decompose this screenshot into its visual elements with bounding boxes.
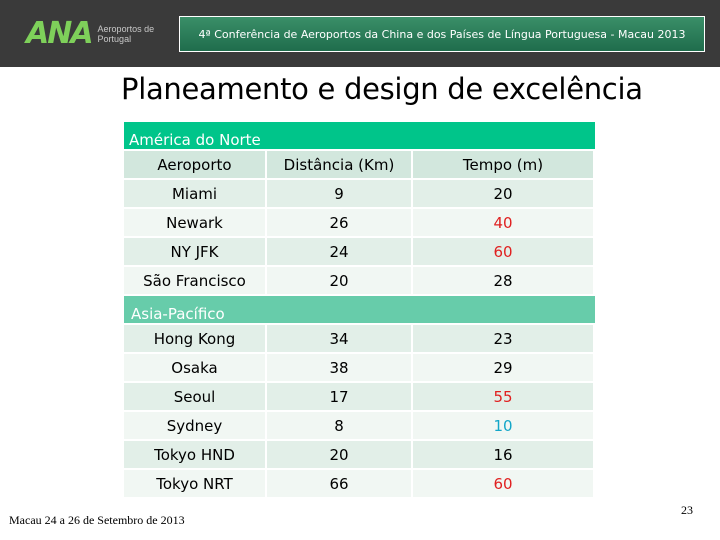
- conference-banner-text: 4ª Conferência de Aeroportos da China e …: [198, 27, 686, 41]
- time-cell: 16: [413, 441, 596, 470]
- slide-header: ANA Aeroportos de Portugal 4ª Conferênci…: [0, 0, 720, 67]
- time-cell: 23: [413, 325, 596, 354]
- section-header-asia-pacific: Asia-Pacífico: [124, 296, 596, 325]
- distance-cell: 8: [267, 412, 413, 441]
- distance-cell: 20: [267, 267, 413, 296]
- footer-date: Macau 24 a 26 de Setembro de 2013: [9, 513, 185, 527]
- distance-cell: 38: [267, 354, 413, 383]
- column-header-time: Tempo (m): [413, 151, 596, 180]
- time-cell: 55: [413, 383, 596, 412]
- page-title: Planeamento e design de excelência: [121, 72, 643, 106]
- time-cell: 60: [413, 470, 596, 499]
- section-label: Asia-Pacífico: [124, 296, 596, 325]
- time-cell: 10: [413, 412, 596, 441]
- distance-cell: 26: [267, 209, 413, 238]
- airport-cell: NY JFK: [124, 238, 267, 267]
- time-cell: 60: [413, 238, 596, 267]
- airport-cell: Tokyo NRT: [124, 470, 267, 499]
- airport-cell: Miami: [124, 180, 267, 209]
- airport-distance-table: América do Norte Aeroporto Distância (Km…: [124, 122, 596, 499]
- airport-cell: Hong Kong: [124, 325, 267, 354]
- column-header-row: Aeroporto Distância (Km) Tempo (m): [124, 151, 596, 180]
- airport-cell: São Francisco: [124, 267, 267, 296]
- airport-cell: Osaka: [124, 354, 267, 383]
- distance-cell: 17: [267, 383, 413, 412]
- distance-cell: 66: [267, 470, 413, 499]
- table-row: Tokyo NRT 66 60: [124, 470, 596, 499]
- logo-text: Aeroportos de Portugal: [97, 24, 155, 44]
- airport-cell: Tokyo HND: [124, 441, 267, 470]
- distance-cell: 24: [267, 238, 413, 267]
- time-cell: 29: [413, 354, 596, 383]
- time-cell: 40: [413, 209, 596, 238]
- table-row: São Francisco 20 28: [124, 267, 596, 296]
- table-row: NY JFK 24 60: [124, 238, 596, 267]
- table-row: Hong Kong 34 23: [124, 325, 596, 354]
- table-row: Tokyo HND 20 16: [124, 441, 596, 470]
- column-header-distance: Distância (Km): [267, 151, 413, 180]
- logo-mark: ANA: [26, 16, 94, 51]
- table-row: Miami 9 20: [124, 180, 596, 209]
- table-row: Newark 26 40: [124, 209, 596, 238]
- column-header-airport: Aeroporto: [124, 151, 267, 180]
- time-cell: 28: [413, 267, 596, 296]
- airport-cell: Newark: [124, 209, 267, 238]
- page-number: 23: [681, 503, 693, 517]
- table-row: Sydney 8 10: [124, 412, 596, 441]
- distance-cell: 34: [267, 325, 413, 354]
- table-row: Osaka 38 29: [124, 354, 596, 383]
- distance-cell: 9: [267, 180, 413, 209]
- time-cell: 20: [413, 180, 596, 209]
- conference-banner: 4ª Conferência de Aeroportos da China e …: [179, 16, 705, 52]
- airport-cell: Sydney: [124, 412, 267, 441]
- ana-logo: ANA Aeroportos de Portugal: [26, 18, 158, 50]
- table-row: Seoul 17 55: [124, 383, 596, 412]
- airport-cell: Seoul: [124, 383, 267, 412]
- distance-cell: 20: [267, 441, 413, 470]
- section-header-north-america: América do Norte: [124, 122, 596, 151]
- section-label: América do Norte: [124, 122, 596, 151]
